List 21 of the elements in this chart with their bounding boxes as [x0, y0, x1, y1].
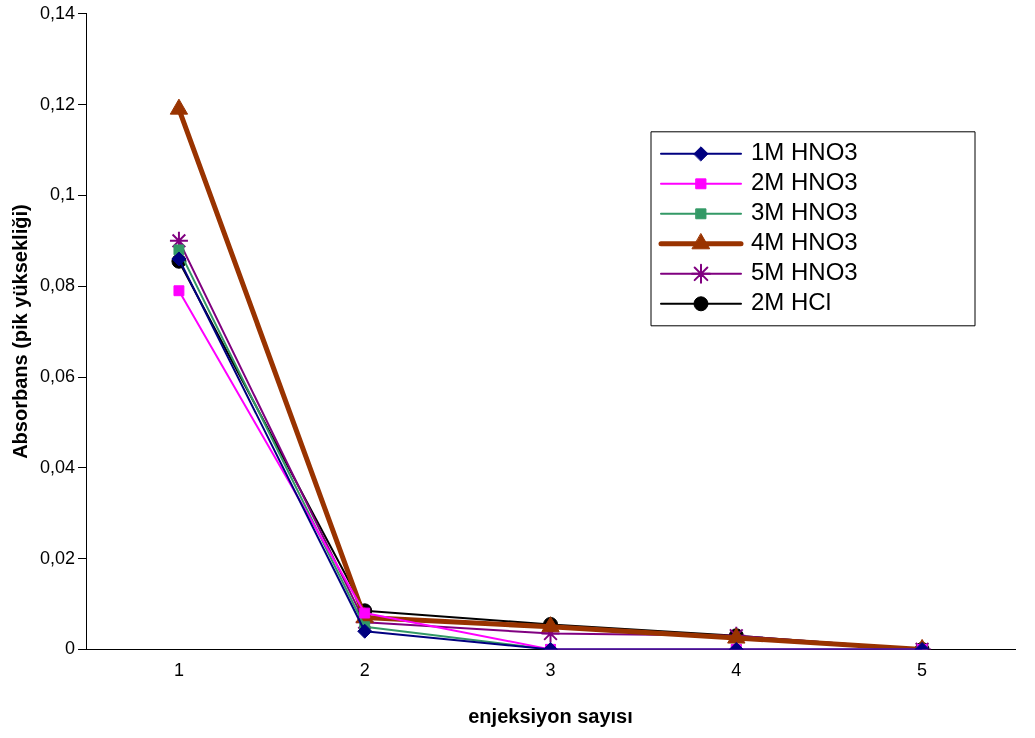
y-tick-label: 0,1 — [50, 184, 76, 205]
legend-label: 2M HNO3 — [751, 168, 858, 196]
y-tick-label: 0,06 — [39, 365, 76, 386]
legend-label: 1M HNO3 — [751, 138, 858, 166]
y-tick-label: 0,04 — [39, 456, 76, 477]
x-tick-label: 3 — [545, 660, 556, 681]
x-tick-label: 5 — [917, 660, 928, 681]
y-tick-label: 0,02 — [39, 547, 76, 568]
y-tick-label: 0,12 — [39, 93, 76, 114]
x-tick-label: 1 — [173, 660, 184, 681]
y-axis-title: Absorbans (pik yüksekliği) — [8, 204, 31, 459]
x-axis-title: enjeksiyon sayısı — [468, 704, 633, 727]
legend-label: 4M HNO3 — [751, 228, 858, 256]
y-tick-label: 0,08 — [39, 275, 76, 296]
legend-label: 2M HCl — [751, 288, 832, 316]
y-tick-label: 0,14 — [39, 2, 76, 23]
y-tick-label: 0 — [65, 638, 76, 659]
legend-label: 3M HNO3 — [751, 198, 858, 226]
x-tick-label: 2 — [359, 660, 370, 681]
legend-label: 5M HNO3 — [751, 258, 858, 286]
x-tick-label: 4 — [731, 660, 742, 681]
